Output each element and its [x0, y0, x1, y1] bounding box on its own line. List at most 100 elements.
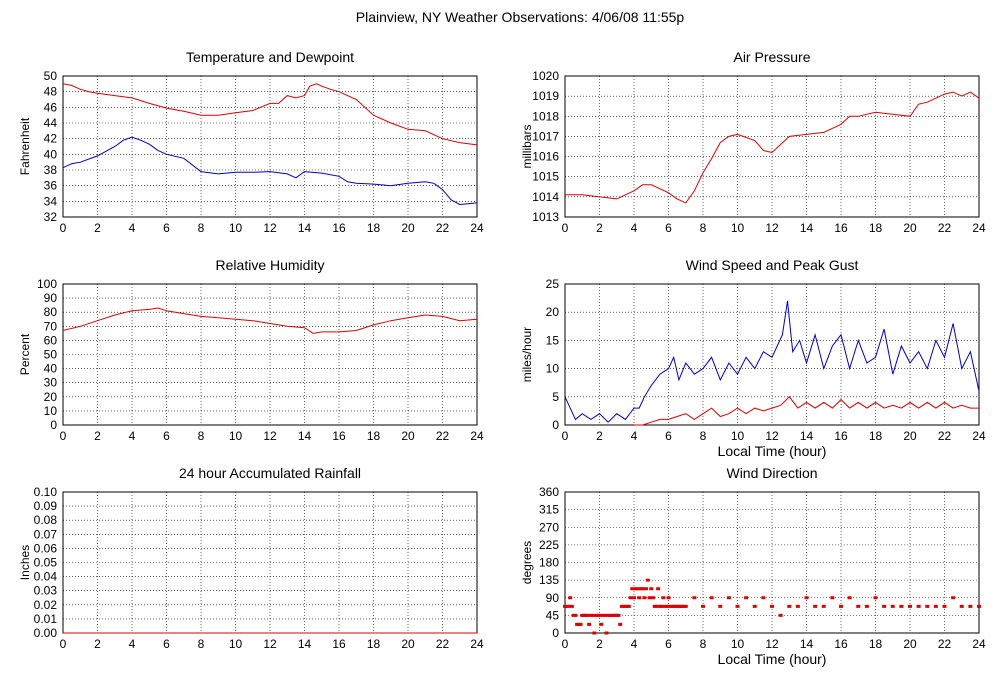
- data-point: [761, 596, 766, 600]
- data-point: [959, 604, 964, 608]
- data-point: [642, 596, 647, 600]
- data-point: [604, 631, 609, 635]
- x-tick-label: 18: [367, 429, 381, 443]
- x-tick-label: 2: [94, 221, 101, 235]
- x-tick-label: 18: [869, 637, 883, 651]
- x-tick-label: 14: [800, 637, 814, 651]
- x-tick-label: 2: [94, 429, 101, 443]
- data-point: [602, 613, 607, 617]
- data-point: [709, 596, 714, 600]
- x-tick-label: 20: [903, 637, 917, 651]
- x-tick-label: 0: [562, 429, 569, 443]
- x-axis-label: Local Time (hour): [718, 651, 827, 667]
- x-tick-label: 6: [665, 221, 672, 235]
- y-tick-label: 0.04: [34, 570, 58, 584]
- x-tick-label: 8: [700, 429, 707, 443]
- series-line-0: [62, 307, 478, 334]
- data-point: [664, 604, 669, 608]
- x-tick-label: 12: [263, 221, 277, 235]
- y-axis-label: Fahrenheit: [18, 117, 32, 175]
- y-tick-label: 1015: [532, 170, 559, 184]
- y-tick-label: 0.00: [34, 626, 58, 640]
- y-tick-label: 1017: [532, 129, 559, 143]
- y-tick-label: 1020: [532, 69, 559, 83]
- data-point: [847, 596, 852, 600]
- x-tick-label: 16: [332, 637, 346, 651]
- x-tick-label: 10: [731, 221, 745, 235]
- y-tick-label: 42: [44, 132, 58, 146]
- y-tick-label: 0.07: [34, 527, 58, 541]
- y-tick-label: 10: [546, 362, 560, 376]
- x-tick-label: 6: [665, 429, 672, 443]
- x-tick-label: 8: [198, 221, 205, 235]
- data-point: [977, 604, 981, 608]
- x-tick-label: 22: [938, 221, 952, 235]
- data-point: [666, 596, 671, 600]
- y-axis-label: millibars: [520, 124, 534, 168]
- x-tick-label: 18: [367, 637, 381, 651]
- data-point: [830, 596, 835, 600]
- data-point: [630, 587, 635, 591]
- y-tick-label: 60: [44, 333, 58, 347]
- x-tick-label: 4: [129, 429, 136, 443]
- chart-rain: 0 2 4 6 8 10 12 14 16 18 20 22 240.000.010.020.030.0…: [18, 465, 484, 651]
- x-tick-label: 18: [367, 221, 381, 235]
- data-point: [735, 604, 740, 608]
- y-tick-label: 315: [539, 503, 559, 517]
- series-line-1: [62, 136, 478, 206]
- chart-rh: 0 2 4 6 8 10 12 14 16 18 20 22 240102030405060708090…: [18, 257, 484, 443]
- x-tick-label: 4: [129, 637, 136, 651]
- x-tick-label: 0: [562, 637, 569, 651]
- x-tick-label: 0: [60, 637, 67, 651]
- data-point: [585, 613, 590, 617]
- x-tick-label: 20: [903, 429, 917, 443]
- x-tick-label: 6: [163, 637, 170, 651]
- chart-title: Air Pressure: [733, 49, 810, 65]
- x-tick-label: 14: [298, 221, 312, 235]
- y-tick-label: 15: [546, 333, 560, 347]
- data-point: [566, 604, 571, 608]
- y-tick-label: 90: [546, 591, 560, 605]
- y-axis-label: Percent: [18, 333, 32, 375]
- x-tick-label: 14: [800, 221, 814, 235]
- data-point: [899, 604, 904, 608]
- y-tick-label: 1016: [532, 150, 559, 164]
- x-tick-label: 0: [562, 221, 569, 235]
- data-point: [795, 604, 800, 608]
- data-point: [873, 596, 878, 600]
- x-tick-label: 22: [938, 429, 952, 443]
- x-tick-label: 14: [298, 429, 312, 443]
- x-tick-label: 2: [596, 637, 603, 651]
- data-point: [864, 604, 869, 608]
- x-tick-label: 16: [332, 221, 346, 235]
- x-tick-label: 2: [94, 637, 101, 651]
- x-tick-label: 24: [470, 221, 484, 235]
- data-point: [578, 622, 583, 626]
- y-tick-label: 135: [539, 573, 559, 587]
- y-tick-label: 0.06: [34, 541, 58, 555]
- x-tick-label: 12: [263, 637, 277, 651]
- y-tick-label: 360: [539, 485, 559, 499]
- x-tick-label: 12: [263, 429, 277, 443]
- data-point: [951, 596, 956, 600]
- data-point: [628, 596, 633, 600]
- y-tick-label: 46: [44, 100, 58, 114]
- data-point: [640, 587, 645, 591]
- data-point: [882, 604, 887, 608]
- x-tick-label: 10: [229, 637, 243, 651]
- x-tick-label: 10: [731, 429, 745, 443]
- x-tick-label: 4: [631, 637, 638, 651]
- y-tick-label: 36: [44, 179, 58, 193]
- x-tick-label: 12: [765, 221, 779, 235]
- y-tick-label: 1019: [532, 89, 559, 103]
- x-tick-label: 22: [436, 221, 450, 235]
- y-tick-label: 70: [44, 319, 58, 333]
- data-point: [683, 604, 688, 608]
- chart-press: 0 2 4 6 8 10 12 14 16 18 20 22 241013101410151016101…: [520, 49, 986, 235]
- x-tick-label: 6: [665, 637, 672, 651]
- data-point: [856, 604, 861, 608]
- series-line-0: [564, 300, 980, 423]
- x-tick-label: 20: [903, 221, 917, 235]
- chart-dir: 0 2 4 6 8 10 12 14 16 18 20 22 240459013518022527031…: [520, 465, 986, 667]
